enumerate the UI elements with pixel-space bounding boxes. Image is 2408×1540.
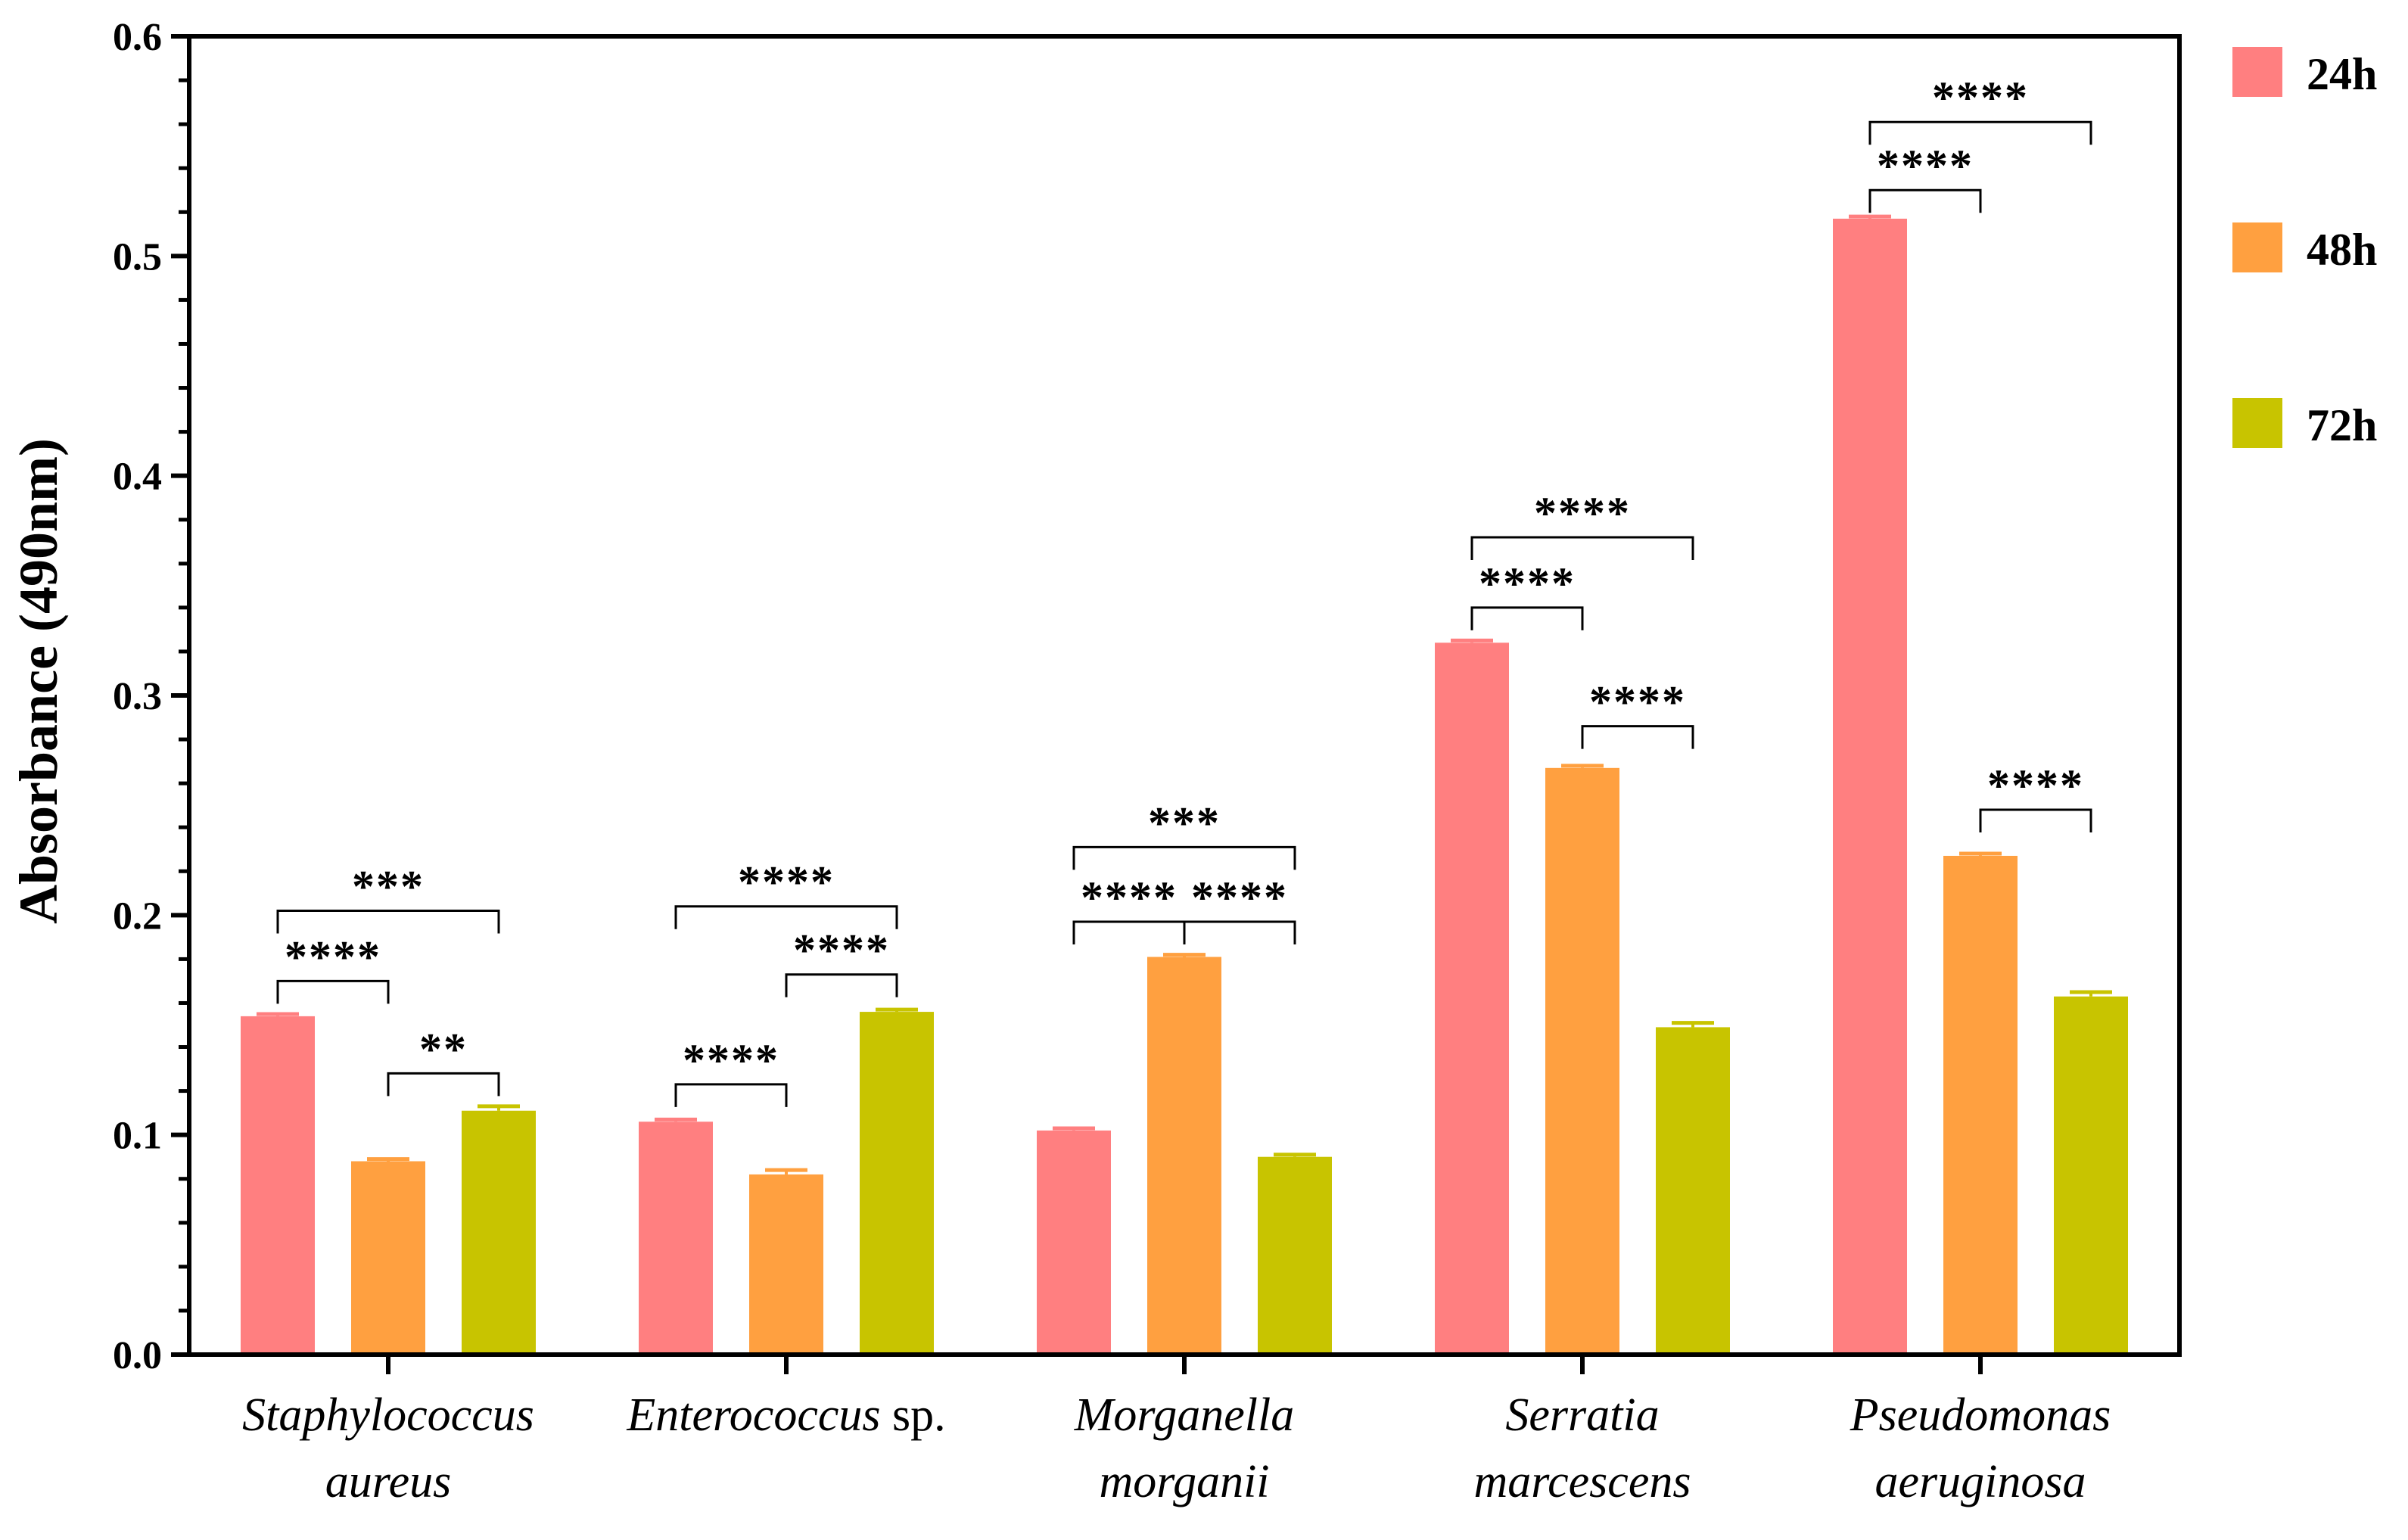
x-tick-label-4: Pseudomonas — [1850, 1389, 2111, 1441]
significance-bracket-2 — [387, 1072, 500, 1097]
bars-layer — [241, 214, 2128, 1355]
legend-label-24h: 24h — [2307, 49, 2377, 99]
significance-layer: ********* ************ **** ***************… — [276, 73, 2092, 1107]
significance-label-13: **** — [1932, 73, 2029, 123]
significance-label-12: **** — [1877, 141, 1974, 191]
x-tick-label-line2-3: marcescens — [1474, 1456, 1691, 1507]
y-tick-label: 0.3 — [113, 675, 162, 718]
significance-bracket-0 — [276, 979, 390, 1004]
bar-24h-3 — [1435, 642, 1509, 1355]
x-tick-label-1: Enterococcus sp. — [626, 1389, 945, 1441]
significance-label-8: *** — [1148, 798, 1221, 848]
y-tick-label: 0.0 — [113, 1334, 162, 1377]
y-tick-label: 0.5 — [113, 235, 162, 278]
y-axis-title: Absorbance (490nm) — [8, 438, 69, 924]
x-tick-label-3: Serratia — [1505, 1389, 1659, 1441]
significance-bracket-8 — [1072, 845, 1296, 870]
bar-48h-4 — [1943, 855, 2018, 1355]
significance-label-7: **** — [1191, 873, 1288, 922]
significance-bracket-11 — [1581, 725, 1694, 749]
legend: 24h 48h 72h — [2232, 47, 2377, 450]
significance-bracket-14 — [1979, 808, 2092, 832]
significance-bracket-13 — [1868, 120, 2092, 145]
x-tick-label-2: Morganella — [1074, 1389, 1294, 1441]
significance-label-11: **** — [1589, 677, 1686, 727]
significance-label-5: **** — [738, 857, 835, 907]
significance-bracket-6 — [1072, 920, 1186, 945]
bar-48h-3 — [1545, 767, 1619, 1355]
significance-bracket-9 — [1470, 606, 1584, 630]
significance-label-10: **** — [1534, 488, 1631, 538]
bar-24h-2 — [1037, 1130, 1111, 1355]
significance-bracket-3 — [674, 1083, 788, 1107]
significance-label-3: **** — [683, 1035, 779, 1085]
significance-bracket-12 — [1868, 188, 1982, 213]
significance-label-2: ** — [419, 1024, 468, 1074]
significance-label-6: **** — [1081, 873, 1178, 922]
axes-layer: 0.0 0.1 0.2 0.3 0.4 0.5 0.6 Staphylococcus aureu… — [113, 16, 2182, 1507]
x-tick-label-line2-0: aureus — [325, 1456, 451, 1507]
legend-swatch-48h — [2232, 222, 2282, 272]
significance-bracket-4 — [785, 973, 898, 997]
legend-label-48h: 48h — [2307, 225, 2377, 275]
bar-24h-1 — [639, 1122, 713, 1355]
significance-label-0: **** — [285, 932, 381, 982]
bar-48h-0 — [351, 1161, 425, 1355]
bar-72h-4 — [2054, 996, 2128, 1355]
legend-label-72h: 72h — [2307, 400, 2377, 450]
x-tick-label-0: Staphylococcus — [242, 1389, 534, 1441]
x-tick-label-line2-2: morganii — [1099, 1456, 1269, 1507]
significance-bracket-5 — [674, 905, 898, 929]
x-tick-label-line2-4: aeruginosa — [1875, 1456, 2086, 1507]
significance-label-4: **** — [793, 926, 890, 975]
significance-label-1: *** — [352, 862, 425, 912]
y-tick-label: 0.1 — [113, 1115, 162, 1158]
bar-48h-1 — [749, 1174, 823, 1355]
x-tick-label-suffix-1: sp. — [881, 1389, 946, 1441]
bar-24h-0 — [241, 1016, 315, 1355]
significance-bracket-1 — [276, 910, 500, 934]
significance-bracket-7 — [1183, 920, 1296, 945]
bar-24h-4 — [1833, 218, 1907, 1355]
significance-label-14: **** — [1987, 761, 2084, 810]
bar-72h-1 — [860, 1012, 934, 1355]
bar-72h-3 — [1656, 1027, 1730, 1355]
bar-72h-0 — [462, 1110, 536, 1355]
legend-swatch-72h — [2232, 398, 2282, 448]
significance-label-9: **** — [1479, 558, 1576, 608]
legend-swatch-24h — [2232, 47, 2282, 97]
y-tick-label: 0.6 — [113, 16, 162, 59]
bar-72h-2 — [1258, 1156, 1332, 1355]
y-tick-label: 0.4 — [113, 456, 162, 499]
bar-48h-2 — [1147, 957, 1221, 1355]
significance-bracket-10 — [1470, 536, 1694, 560]
y-tick-label: 0.2 — [113, 894, 162, 938]
